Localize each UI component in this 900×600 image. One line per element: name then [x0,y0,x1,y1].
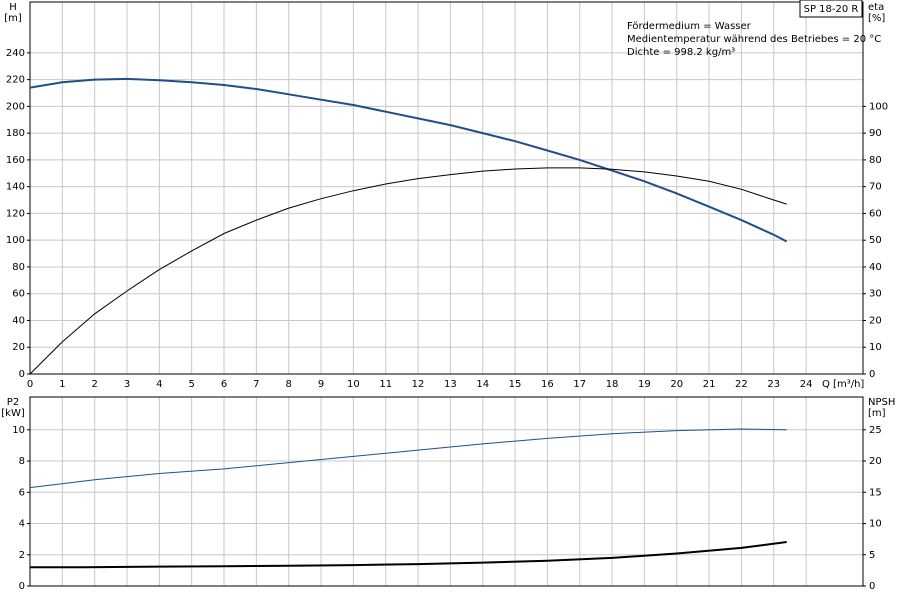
y-axis-label: P2 [7,397,19,408]
y2-tick-label: 90 [869,128,882,139]
y-tick-label: 40 [12,315,25,326]
title-box [799,0,863,18]
curve-npsh [30,541,787,569]
y2-tick-label: 25 [869,425,882,436]
y-axis-unit: [m] [4,13,22,24]
plot-frame [29,396,864,587]
curve-h [29,77,788,243]
x-tick-label: 17 [573,379,586,390]
y2-tick-label: 40 [869,262,882,273]
x-tick-label: 24 [800,379,813,390]
x-tick-label: 7 [253,379,259,390]
x-tick-label: 2 [91,379,97,390]
x-tick-label: 13 [444,379,457,390]
y-tick-label: 2 [19,550,25,561]
y2-tick-label: 0 [869,369,875,380]
x-tick-label: 0 [27,379,33,390]
x-tick-label: 5 [188,379,194,390]
y2-tick-label: 100 [869,101,888,112]
chart-title: SP 18-20 R [804,4,859,15]
y2-axis-label: eta [868,2,884,13]
x-tick-label: 4 [156,379,162,390]
y2-tick-label: 0 [869,581,875,592]
y-tick-label: 0 [19,581,25,592]
y2-tick-label: 20 [869,456,882,467]
y-axis-unit: [kW] [1,408,25,419]
y2-tick-label: 20 [869,315,882,326]
y2-tick-label: 10 [869,342,882,353]
x-tick-label: 20 [670,379,683,390]
x-tick-label: 15 [509,379,522,390]
y2-tick-label: 50 [869,235,882,246]
x-tick-label: 6 [221,379,227,390]
y-tick-label: 8 [19,456,25,467]
x-tick-label: 11 [379,379,392,390]
y-tick-label: 80 [12,262,25,273]
x-tick-label: 18 [606,379,619,390]
y-tick-label: 200 [6,101,25,112]
x-tick-label: 10 [347,379,360,390]
y-tick-label: 10 [12,425,25,436]
y-tick-label: 6 [19,487,25,498]
y2-tick-label: 60 [869,208,882,219]
x-tick-label: 21 [703,379,716,390]
y2-axis-label: NPSH [868,397,895,408]
y2-tick-label: 15 [869,487,882,498]
y-tick-label: 60 [12,289,25,300]
x-axis-label: Q [m³/h] [822,379,864,390]
x-tick-label: 22 [735,379,748,390]
y2-axis-unit: [%] [868,13,885,24]
y-tick-label: 180 [6,128,25,139]
x-tick-label: 9 [318,379,324,390]
x-tick-label: 3 [124,379,130,390]
y2-tick-label: 70 [869,182,882,193]
annotation: Medientemperatur während des Betriebes =… [627,34,881,45]
x-tick-label: 14 [476,379,489,390]
y-tick-label: 4 [19,519,25,530]
x-tick-label: 12 [412,379,425,390]
annotation: Fördermedium = Wasser [627,21,752,32]
y2-tick-label: 5 [869,550,875,561]
y-tick-label: 100 [6,235,25,246]
y-axis-label: H [9,2,17,13]
curve-p2 [29,428,787,489]
y-tick-label: 140 [6,182,25,193]
curve-eta [29,167,787,375]
y-tick-label: 20 [12,342,25,353]
y2-axis-unit: [m] [868,408,886,419]
y2-tick-label: 80 [869,155,882,166]
x-tick-label: 1 [59,379,65,390]
x-tick-label: 23 [767,379,780,390]
y-tick-label: 240 [6,48,25,59]
y-tick-label: 120 [6,208,25,219]
y-tick-label: 160 [6,155,25,166]
x-tick-label: 16 [541,379,554,390]
y2-tick-label: 30 [869,289,882,300]
x-tick-label: 8 [286,379,292,390]
annotation: Dichte = 998.2 kg/m³ [627,47,735,58]
y2-tick-label: 10 [869,519,882,530]
y-tick-label: 220 [6,75,25,86]
plot-frame [29,1,864,375]
x-tick-label: 19 [638,379,651,390]
y-tick-label: 0 [19,369,25,380]
